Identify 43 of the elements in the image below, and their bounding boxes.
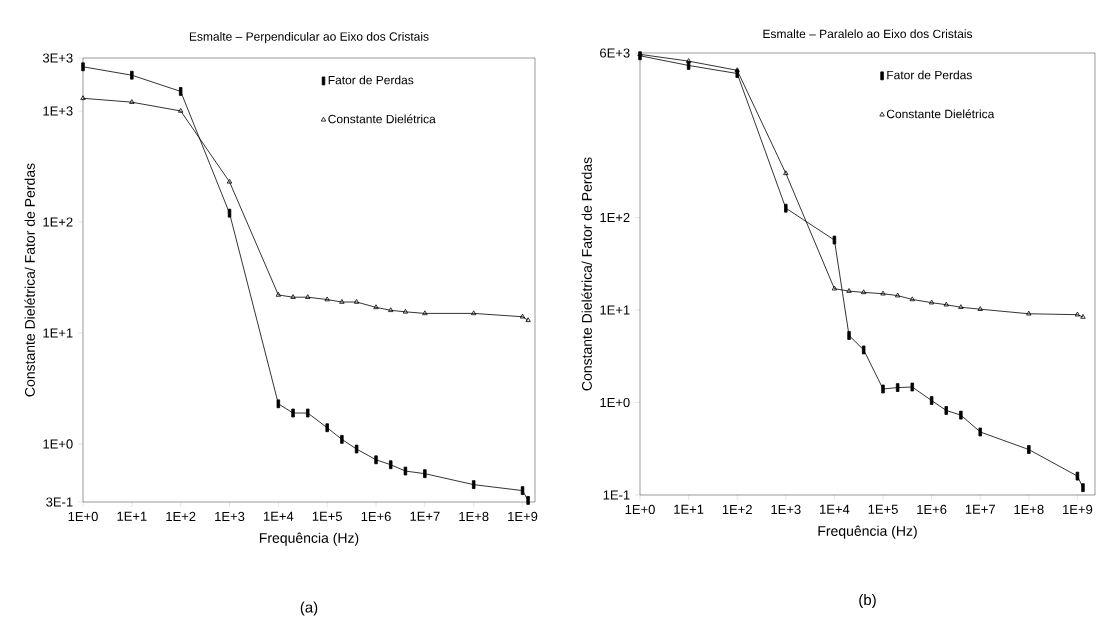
y-tick-label: 3E-1 [46,497,73,507]
y-tick-label: 1E+2 [43,217,73,227]
legend-label: Fator de Perdas [328,75,414,85]
y-axis-title: Constante Dielétrica/ Fator de Perdas [581,157,592,391]
x-tick-label: 1E+7 [965,504,995,514]
x-tick-label: 1E+9 [508,511,538,522]
x-tick-label: 1E+8 [1014,504,1044,515]
legend-label: Constante Dielétrica [886,109,995,119]
legend-label: Fator de Perdas [887,70,972,80]
y-tick-label: 1E+1 [43,328,73,338]
chart-title: Esmalte – Perpendicular ao Eixo dos Cristais [189,31,429,44]
y-tick-label: 1E+0 [43,439,73,449]
x-tick-label: 1E+3 [771,504,801,515]
x-tick-label: 1E+6 [361,511,391,522]
chart-title: Esmalte – Paralelo ao Eixo dos Cristais [763,29,973,39]
y-tick-label: 1E+1 [600,305,630,315]
x-tick-label: 1E+8 [459,511,489,522]
y-tick-label: 3E+3 [42,53,73,63]
x-axis-title: Frequência (Hz) [259,532,359,546]
x-tick-label: 1E+7 [410,511,440,521]
x-tick-label: 1E+4 [263,511,294,521]
x-tick-label: 1E+0 [68,511,98,522]
y-tick-label: 6E+3 [600,48,630,58]
x-tick-label: 1E+1 [674,504,704,514]
x-tick-label: 1E+3 [215,511,245,522]
x-tick-label: 1E+4 [820,504,850,514]
y-tick-label: 1E+2 [600,212,630,223]
x-tick-label: 1E+2 [166,511,196,521]
y-tick-label: 1E+3 [43,106,73,116]
x-tick-label: 1E+1 [117,511,147,521]
x-tick-label: 1E+5 [868,504,898,514]
x-tick-label: 1E+9 [1063,504,1093,515]
y-tick-label: 1E+0 [600,397,630,408]
legend-label: Constante Dielétrica [328,114,436,124]
x-tick-label: 1E+6 [917,504,947,515]
y-tick-label: 1E-1 [603,490,630,500]
text: (a) [300,601,318,616]
x-tick-label: 1E+5 [312,511,342,521]
y-axis-title: Constante Dielétrica/ Fator de Perdas [24,163,35,397]
x-axis-title: Frequência (Hz) [818,525,917,539]
x-tick-label: 1E+0 [625,504,655,515]
x-tick-label: 1E+2 [722,504,752,514]
text: (b) [859,594,876,609]
